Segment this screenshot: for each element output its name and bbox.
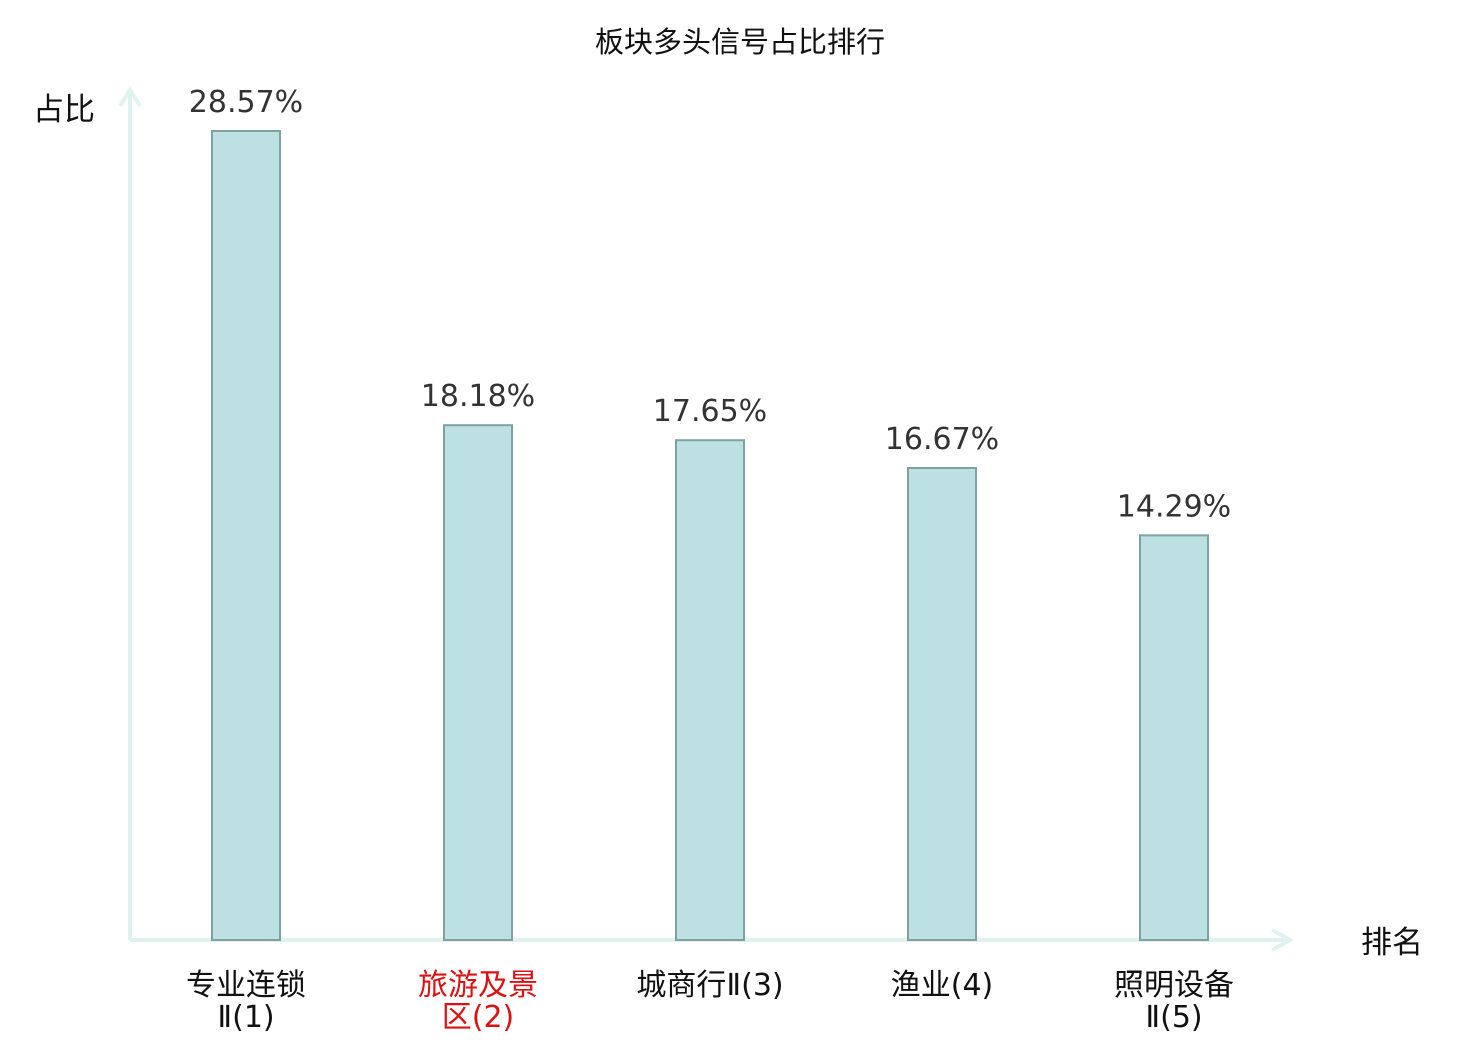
x-axis-label: 排名 <box>1361 925 1423 961</box>
chart-title: 板块多头信号占比排行 <box>595 25 885 59</box>
value-label: 14.29% <box>1117 489 1231 524</box>
x-axis-arrow <box>1271 928 1295 952</box>
category-label: 渔业(4) <box>891 968 994 1003</box>
value-label: 18.18% <box>421 379 535 414</box>
bars-group <box>211 130 1209 941</box>
y-axis-label: 占比 <box>33 92 95 128</box>
bar <box>907 466 977 941</box>
bar <box>211 130 281 941</box>
category-label: 旅游及景 <box>418 968 538 1003</box>
category-label: Ⅱ(1) <box>217 1000 274 1035</box>
value-label: 28.57% <box>189 85 303 120</box>
category-label: 照明设备 <box>1114 968 1234 1003</box>
category-label: 城商行Ⅱ(3) <box>636 968 783 1003</box>
category-label: 区(2) <box>442 1000 515 1035</box>
y-axis-arrow <box>118 86 142 108</box>
bar <box>675 439 745 941</box>
value-label: 17.65% <box>653 394 767 429</box>
bar <box>1139 534 1209 941</box>
category-label: Ⅱ(5) <box>1145 1000 1202 1035</box>
bar <box>443 424 513 941</box>
value-labels-group: 28.57% 18.18% 17.65% 16.67% 14.29% <box>189 85 1231 524</box>
category-label: 专业连锁 <box>186 968 306 1003</box>
value-label: 16.67% <box>885 422 999 457</box>
